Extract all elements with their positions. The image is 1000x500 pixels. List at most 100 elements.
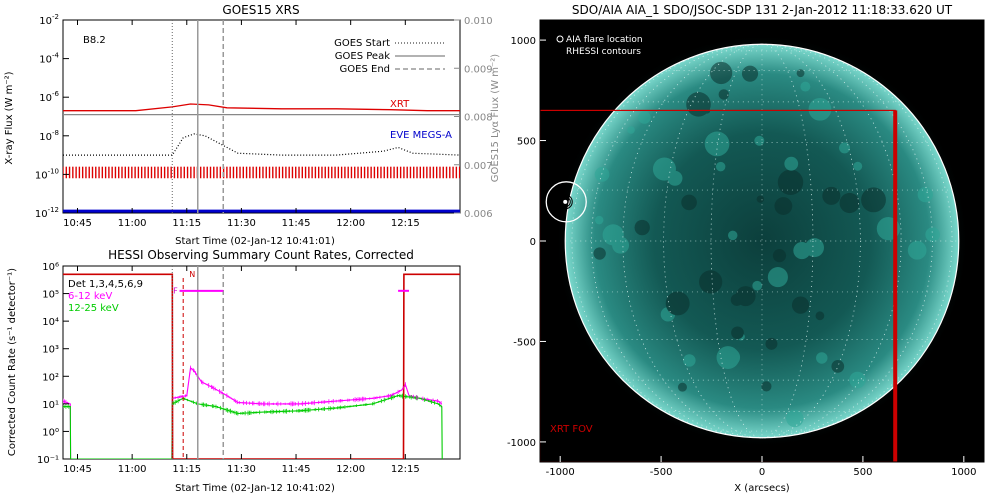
y2-axis-label: GOES15 Lyα Flux (W m⁻²)	[490, 54, 501, 182]
longitude-line	[663, 43, 861, 439]
axes: 10:45 11:00 11:15 11:30 11:45 12:00 12:1510-21…	[35, 13, 493, 229]
x-tick-label: 12:15	[391, 464, 420, 475]
active-regions	[593, 61, 941, 428]
legend-label: GOES Peak	[335, 51, 390, 62]
y-tick-label: -1000	[507, 438, 536, 449]
x-tick-label: 11:00	[118, 464, 147, 475]
active-region	[767, 267, 788, 288]
y-tick-label: 10²	[42, 372, 59, 383]
y-tick-exp: -8	[52, 129, 59, 137]
active-region	[634, 219, 650, 236]
active-region	[816, 352, 828, 364]
noise-group	[63, 365, 442, 407]
active-region	[772, 249, 787, 263]
x-tick-label: 11:30	[227, 218, 256, 229]
active-region	[796, 69, 805, 78]
active-region	[777, 169, 804, 196]
chart-title: GOES15 XRS	[222, 3, 299, 17]
legend-label: AIA flare location	[566, 35, 643, 45]
active-region	[627, 126, 635, 134]
active-region	[699, 270, 723, 294]
flare-location-circle	[545, 181, 587, 223]
active-region	[722, 348, 741, 366]
solar-image	[540, 34, 969, 462]
active-region	[808, 97, 832, 121]
series-line	[63, 103, 460, 112]
y-tick-label: 10³	[42, 345, 59, 356]
active-region	[861, 187, 886, 213]
y-tick-exp: -10	[48, 167, 59, 175]
y-tick-label: 10-10	[35, 167, 59, 181]
legend-label: Det 1,3,4,5,6,9	[68, 279, 143, 290]
aia-panel: SDO/AIA AIA_1 SDO/JSOC-SDP 131 2-Jan-201…	[507, 3, 985, 494]
active-region	[730, 293, 744, 306]
active-region	[822, 186, 841, 205]
active-region	[917, 186, 933, 203]
active-region	[765, 337, 778, 350]
legend: AIA flare location RHESSI contours	[556, 35, 643, 57]
active-region	[638, 111, 651, 124]
y-tick-label: 500	[517, 137, 536, 148]
rhessi-contour	[561, 198, 569, 206]
active-region	[704, 131, 730, 157]
y-tick-base: 10	[39, 132, 52, 143]
series-label-eve: EVE MEGS-A	[390, 130, 452, 141]
goes-xrs-panel: GOES15 XRS 10:45 11:00 11:15 11:30 11:45 12:0…	[4, 3, 501, 247]
plot-frame	[62, 19, 461, 214]
series-line	[63, 133, 460, 156]
x-tick-label: 12:00	[336, 464, 365, 475]
x-tick-label: 11:45	[282, 218, 311, 229]
y-tick-label: 10⁰	[42, 427, 59, 438]
active-region	[594, 167, 610, 182]
active-region	[853, 161, 863, 171]
y-tick-label: 10⁵	[42, 290, 59, 301]
legend-label: 6-12 keV	[68, 291, 112, 302]
y2-tick-label: 0.006	[464, 209, 493, 220]
active-region	[831, 359, 845, 373]
x-tick-label: 500	[853, 467, 872, 478]
y-tick-label: 10-12	[35, 206, 59, 220]
y-tick-label: 1000	[511, 36, 536, 47]
legend-label: GOES End	[340, 64, 390, 75]
x-tick-label: 11:15	[172, 464, 201, 475]
x-axis-label: Start Time (02-Jan-12 10:41:02)	[175, 483, 335, 494]
x-axis-label: Start Time (02-Jan-12 10:41:01)	[175, 236, 335, 247]
legend-label: GOES Start	[334, 38, 390, 49]
active-region	[815, 311, 825, 321]
y2-tick-label: 0.007	[464, 161, 493, 172]
y-axis-label: X-ray Flux (W m⁻²)	[4, 71, 15, 164]
x-tick-label: -500	[650, 467, 673, 478]
active-region	[907, 240, 927, 260]
y-tick-exp: -2	[52, 13, 59, 21]
x-tick-label: 11:45	[282, 464, 311, 475]
y2-tick-label: 0.008	[464, 113, 493, 124]
y-tick-label: 10-4	[39, 52, 59, 66]
flag-annotation-f: F	[173, 287, 178, 296]
y-tick-label: 10-8	[39, 129, 59, 143]
y2-tick-label: 0.009	[464, 64, 493, 75]
chart-title: HESSI Observing Summary Count Rates, Cor…	[108, 248, 414, 262]
active-region	[683, 354, 696, 367]
y-tick-base: 10	[39, 93, 52, 104]
active-region	[741, 65, 759, 82]
active-region	[784, 156, 799, 171]
class-label: B8.2	[83, 35, 106, 46]
x-tick-label: 0	[759, 467, 765, 478]
x-axis-label: X (arcsecs)	[734, 483, 790, 494]
active-region	[791, 296, 810, 314]
active-region	[786, 409, 804, 428]
legend-label: RHESSI contours	[566, 47, 641, 57]
legend-label: 12-25 keV	[68, 303, 119, 314]
active-region	[754, 135, 765, 146]
solar-disk	[565, 44, 959, 438]
rhessi-contour	[559, 196, 571, 208]
x-tick-label: 12:15	[391, 218, 420, 229]
y-tick-label: 10¹	[42, 400, 59, 411]
y-tick-exp: -12	[48, 206, 59, 214]
active-region	[665, 291, 690, 316]
active-region	[593, 247, 606, 260]
y-tick-label: 10⁻¹	[37, 455, 59, 466]
x-tick-label: 11:30	[227, 464, 256, 475]
